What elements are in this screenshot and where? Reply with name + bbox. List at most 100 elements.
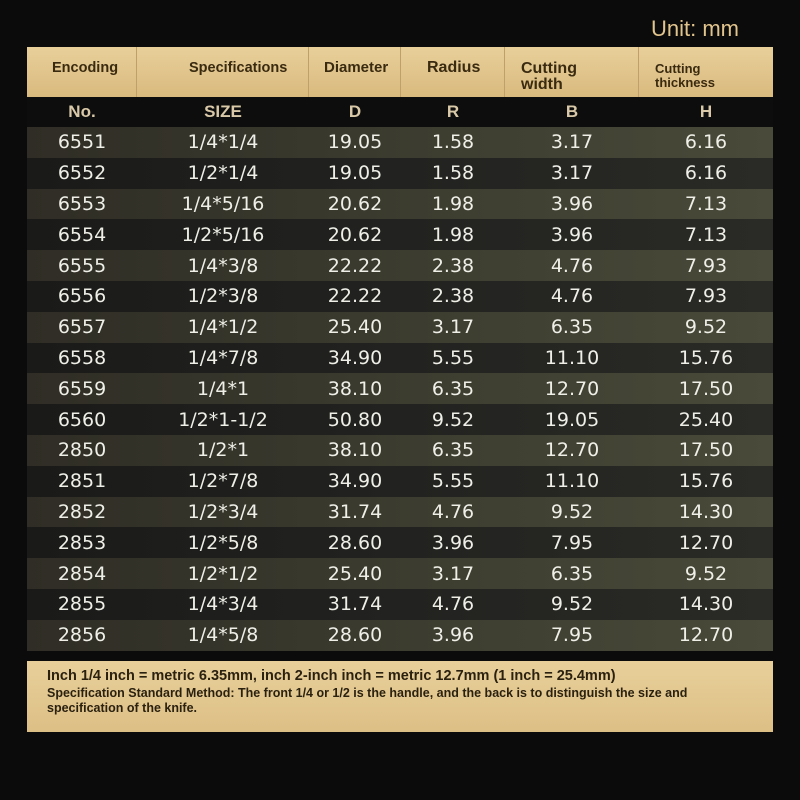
header-diameter: Diameter xyxy=(309,47,401,97)
cell-encoding: 6552 xyxy=(57,162,107,185)
table-row: 6552 1/2*1/4 19.05 1.58 3.17 6.16 xyxy=(27,157,773,189)
cell-cutting-width: 19.05 xyxy=(544,408,600,431)
cell-radius: 4.76 xyxy=(431,500,475,523)
cell-cutting-thickness: 9.52 xyxy=(684,562,728,585)
cell-diameter: 22.22 xyxy=(327,254,383,277)
table-row: 6553 1/4*5/16 20.62 1.98 3.96 7.13 xyxy=(27,188,773,220)
cell-size: 1/2*3/4 xyxy=(187,500,259,523)
cell-diameter: 28.60 xyxy=(327,531,383,554)
cell-encoding: 2855 xyxy=(57,593,107,616)
cell-size: 1/4*3/8 xyxy=(187,254,259,277)
header-cutting-thickness: Cutting thickness xyxy=(639,47,773,97)
cell-size: 1/2*3/8 xyxy=(187,285,259,308)
cell-diameter: 31.74 xyxy=(327,593,383,616)
cell-size: 1/4*1/2 xyxy=(187,316,259,339)
cell-diameter: 28.60 xyxy=(327,624,383,647)
cell-encoding: 6555 xyxy=(57,254,107,277)
cell-cutting-width: 9.52 xyxy=(550,500,594,523)
subheader-size: SIZE xyxy=(204,102,242,121)
cell-cutting-thickness: 7.13 xyxy=(684,223,728,246)
cell-encoding: 6558 xyxy=(57,346,107,369)
cell-size: 1/2*5/8 xyxy=(187,531,259,554)
footnote-spec-method: Specification Standard Method: The front… xyxy=(47,686,688,715)
cell-size: 1/2*1/2 xyxy=(187,562,259,585)
table-row: 6558 1/4*7/8 34.90 5.55 11.10 15.76 xyxy=(27,342,773,374)
cell-cutting-thickness: 7.13 xyxy=(684,192,728,215)
header-cutting-thickness-line1: Cutting xyxy=(655,61,701,76)
cell-cutting-width: 11.10 xyxy=(544,346,600,369)
cell-diameter: 25.40 xyxy=(327,562,383,585)
cell-size: 1/4*7/8 xyxy=(187,346,259,369)
table-row: 2851 1/2*7/8 34.90 5.55 11.10 15.76 xyxy=(27,465,773,497)
table-row: 6551 1/4*1/4 19.05 1.58 3.17 6.16 xyxy=(27,127,773,158)
cell-cutting-width: 7.95 xyxy=(550,531,594,554)
cell-cutting-thickness: 15.76 xyxy=(678,470,734,493)
cell-radius: 5.55 xyxy=(431,346,475,369)
subheader-h: H xyxy=(699,102,713,121)
cell-cutting-thickness: 6.16 xyxy=(684,162,728,185)
cell-diameter: 22.22 xyxy=(327,285,383,308)
cell-encoding: 6553 xyxy=(57,192,107,215)
table-header: Encoding Specifications Diameter Radius … xyxy=(27,47,773,97)
cell-cutting-width: 4.76 xyxy=(550,254,594,277)
cell-size: 1/2*7/8 xyxy=(187,470,259,493)
cell-cutting-thickness: 7.93 xyxy=(684,254,728,277)
cell-size: 1/2*5/16 xyxy=(181,223,265,246)
cell-encoding: 6559 xyxy=(57,377,107,400)
cell-radius: 6.35 xyxy=(431,377,475,400)
cell-cutting-width: 3.17 xyxy=(550,162,594,185)
header-specifications: Specifications xyxy=(137,47,309,97)
table-row: 6557 1/4*1/2 25.40 3.17 6.35 9.52 xyxy=(27,311,773,343)
cell-radius: 6.35 xyxy=(431,439,475,462)
cell-radius: 9.52 xyxy=(431,408,475,431)
cell-size: 1/2*1-1/2 xyxy=(178,408,268,431)
header-cutting-width-line2: width xyxy=(521,76,563,93)
table-row: 6559 1/4*1 38.10 6.35 12.70 17.50 xyxy=(27,373,773,405)
cell-cutting-width: 6.35 xyxy=(550,562,594,585)
cell-radius: 3.96 xyxy=(431,624,475,647)
header-cutting-width: Cutting width xyxy=(505,47,639,97)
cell-cutting-thickness: 12.70 xyxy=(678,531,734,554)
table-row: 6556 1/2*3/8 22.22 2.38 4.76 7.93 xyxy=(27,280,773,312)
footnote-box: Inch 1/4 inch = metric 6.35mm, inch 2-in… xyxy=(27,661,773,732)
cell-size: 1/4*3/4 xyxy=(187,593,259,616)
cell-cutting-width: 6.35 xyxy=(550,316,594,339)
cell-radius: 2.38 xyxy=(431,254,475,277)
cell-cutting-thickness: 17.50 xyxy=(678,439,734,462)
footnote-conversion: Inch 1/4 inch = metric 6.35mm, inch 2-in… xyxy=(47,668,616,684)
cell-size: 1/4*5/8 xyxy=(187,624,259,647)
cell-radius: 1.98 xyxy=(431,192,475,215)
table-row: 6554 1/2*5/16 20.62 1.98 3.96 7.13 xyxy=(27,219,773,251)
cell-radius: 4.76 xyxy=(431,593,475,616)
cell-cutting-width: 3.17 xyxy=(550,131,594,154)
subheader-d: D xyxy=(348,102,362,121)
cell-diameter: 20.62 xyxy=(327,223,383,246)
cell-cutting-thickness: 12.70 xyxy=(678,624,734,647)
header-cutting-thickness-line2: thickness xyxy=(655,75,715,90)
cell-cutting-width: 7.95 xyxy=(550,624,594,647)
cell-encoding: 6560 xyxy=(57,408,107,431)
table-row: 6560 1/2*1-1/2 50.80 9.52 19.05 25.40 xyxy=(27,404,773,435)
spec-table: Encoding Specifications Diameter Radius … xyxy=(27,47,773,651)
cell-encoding: 6554 xyxy=(57,223,107,246)
cell-diameter: 50.80 xyxy=(327,408,383,431)
table-row: 2856 1/4*5/8 28.60 3.96 7.95 12.70 xyxy=(27,619,773,651)
cell-diameter: 34.90 xyxy=(327,346,383,369)
header-encoding: Encoding xyxy=(27,47,137,97)
cell-diameter: 38.10 xyxy=(327,439,383,462)
table-row: 2852 1/2*3/4 31.74 4.76 9.52 14.30 xyxy=(27,496,773,528)
table-row: 6555 1/4*3/8 22.22 2.38 4.76 7.93 xyxy=(27,250,773,281)
cell-encoding: 2851 xyxy=(57,470,107,493)
cell-encoding: 2854 xyxy=(57,562,107,585)
table-row: 2850 1/2*1 38.10 6.35 12.70 17.50 xyxy=(27,434,773,466)
table-row: 2853 1/2*5/8 28.60 3.96 7.95 12.70 xyxy=(27,527,773,559)
cell-encoding: 2853 xyxy=(57,531,107,554)
cell-encoding: 2850 xyxy=(57,439,107,462)
subheader-b: B xyxy=(565,102,579,121)
cell-cutting-width: 3.96 xyxy=(550,192,594,215)
cell-cutting-width: 4.76 xyxy=(550,285,594,308)
cell-size: 1/2*1 xyxy=(196,439,250,462)
cell-radius: 2.38 xyxy=(431,285,475,308)
cell-encoding: 2856 xyxy=(57,624,107,647)
cell-cutting-thickness: 25.40 xyxy=(678,408,734,431)
